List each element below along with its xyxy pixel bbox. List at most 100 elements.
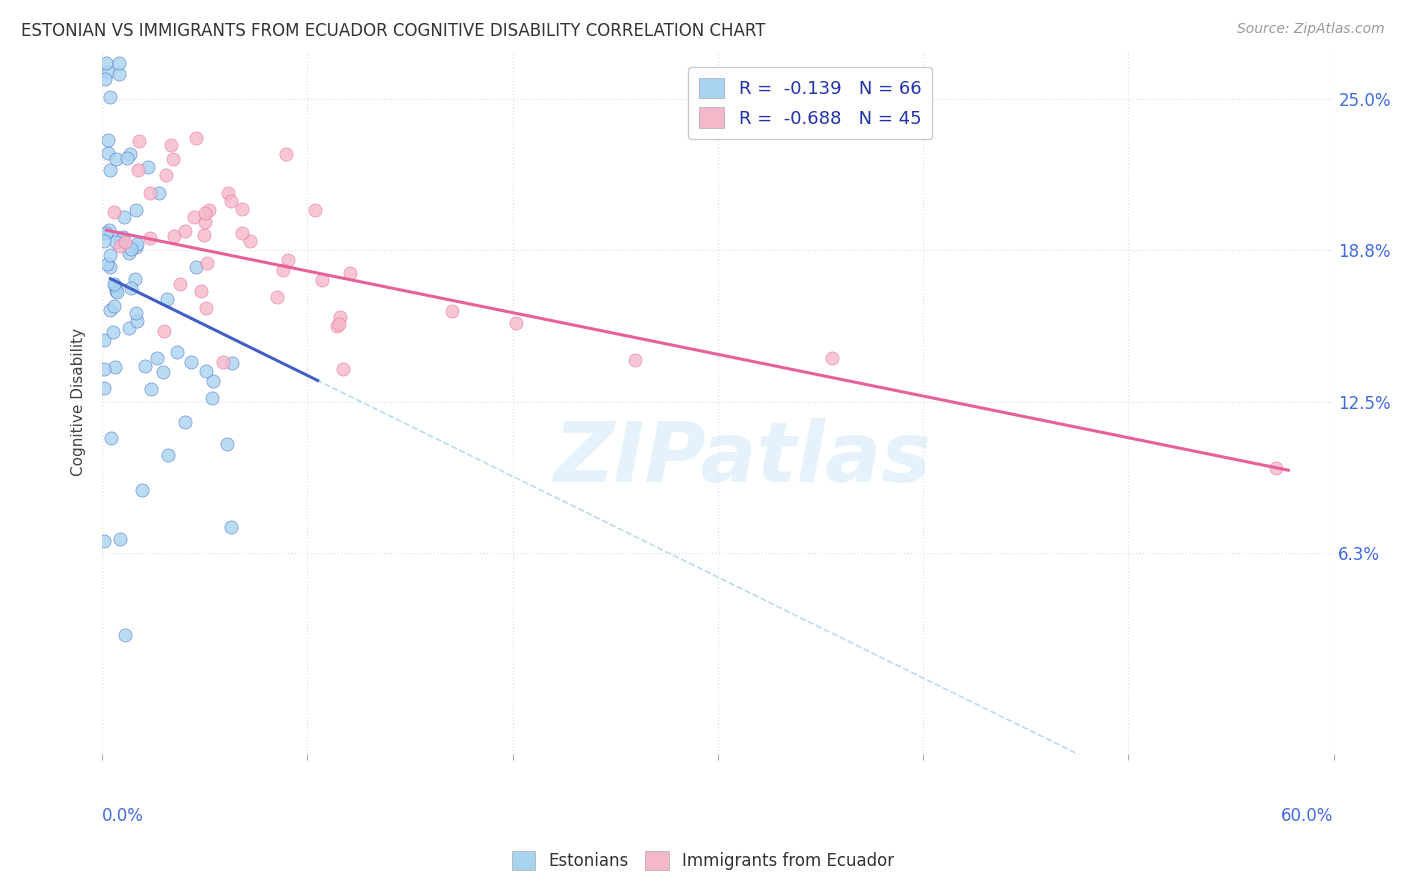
Point xyxy=(169,277,191,291)
Point xyxy=(180,355,202,369)
Point xyxy=(105,235,128,249)
Point xyxy=(505,316,527,330)
Point xyxy=(117,151,139,165)
Point xyxy=(215,436,238,450)
Text: ZIPatlas: ZIPatlas xyxy=(554,418,931,500)
Point xyxy=(304,202,326,217)
Point xyxy=(277,253,299,268)
Point xyxy=(332,362,354,376)
Point xyxy=(103,326,125,340)
Point xyxy=(108,233,131,247)
Point xyxy=(239,235,262,249)
Point xyxy=(112,210,135,224)
Point xyxy=(97,133,120,147)
Point xyxy=(96,257,118,271)
Point xyxy=(148,186,170,200)
Point xyxy=(93,533,115,548)
Point xyxy=(195,301,218,315)
Point xyxy=(97,65,120,79)
Point xyxy=(162,152,184,166)
Point xyxy=(107,55,129,70)
Point xyxy=(153,324,176,338)
Point xyxy=(93,333,115,347)
Point xyxy=(266,290,288,304)
Point xyxy=(98,162,121,177)
Y-axis label: Cognitive Disability: Cognitive Disability xyxy=(72,328,86,476)
Point xyxy=(118,147,141,161)
Point xyxy=(112,229,135,244)
Point xyxy=(104,284,127,298)
Point xyxy=(127,163,149,178)
Point xyxy=(103,277,125,291)
Point xyxy=(184,130,207,145)
Point xyxy=(201,391,224,405)
Point xyxy=(193,228,215,243)
Point xyxy=(329,310,352,324)
Point xyxy=(174,416,197,430)
Point xyxy=(219,194,242,209)
Point xyxy=(138,231,160,245)
Point xyxy=(276,147,298,161)
Point xyxy=(821,351,844,365)
Point xyxy=(131,483,153,497)
Point xyxy=(328,317,350,331)
Point xyxy=(190,285,212,299)
Point xyxy=(155,168,177,182)
Point xyxy=(160,137,183,152)
Point xyxy=(136,160,159,174)
Point xyxy=(174,224,197,238)
Point xyxy=(212,355,235,369)
Point xyxy=(125,240,148,254)
Point xyxy=(98,223,121,237)
Point xyxy=(152,365,174,379)
Point xyxy=(100,260,122,274)
Point xyxy=(104,278,127,293)
Point xyxy=(231,202,253,216)
Text: 0.0%: 0.0% xyxy=(103,806,143,825)
Point xyxy=(163,228,186,243)
Point xyxy=(134,359,156,374)
Point xyxy=(118,246,141,260)
Point xyxy=(139,186,162,200)
Point xyxy=(198,202,221,217)
Point xyxy=(146,351,169,365)
Point xyxy=(202,374,225,388)
Point xyxy=(104,359,127,374)
Text: 60.0%: 60.0% xyxy=(1281,806,1333,825)
Point xyxy=(114,235,136,250)
Legend: Estonians, Immigrants from Ecuador: Estonians, Immigrants from Ecuador xyxy=(505,844,901,877)
Point xyxy=(93,381,115,395)
Point xyxy=(120,281,142,295)
Point xyxy=(125,202,148,217)
Point xyxy=(108,67,131,81)
Point xyxy=(108,238,131,252)
Point xyxy=(110,533,132,547)
Point xyxy=(326,319,349,334)
Legend: R =  -0.139   N = 66, R =  -0.688   N = 45: R = -0.139 N = 66, R = -0.688 N = 45 xyxy=(688,67,932,139)
Point xyxy=(440,304,463,318)
Point xyxy=(624,353,647,368)
Point xyxy=(105,285,128,299)
Point xyxy=(183,210,205,224)
Point xyxy=(93,362,115,376)
Point xyxy=(93,71,115,86)
Point xyxy=(339,266,361,280)
Point xyxy=(93,234,115,248)
Point xyxy=(114,628,136,642)
Point xyxy=(1265,460,1288,475)
Point xyxy=(127,236,149,251)
Point xyxy=(104,152,127,166)
Point xyxy=(217,186,239,200)
Text: Source: ZipAtlas.com: Source: ZipAtlas.com xyxy=(1237,22,1385,37)
Point xyxy=(118,320,141,334)
Point xyxy=(195,256,218,270)
Point xyxy=(125,306,148,320)
Point xyxy=(156,292,179,306)
Point xyxy=(271,262,294,277)
Point xyxy=(194,364,217,378)
Point xyxy=(94,55,117,70)
Point xyxy=(311,273,333,287)
Point xyxy=(139,382,162,396)
Point xyxy=(194,215,217,229)
Point xyxy=(125,314,148,328)
